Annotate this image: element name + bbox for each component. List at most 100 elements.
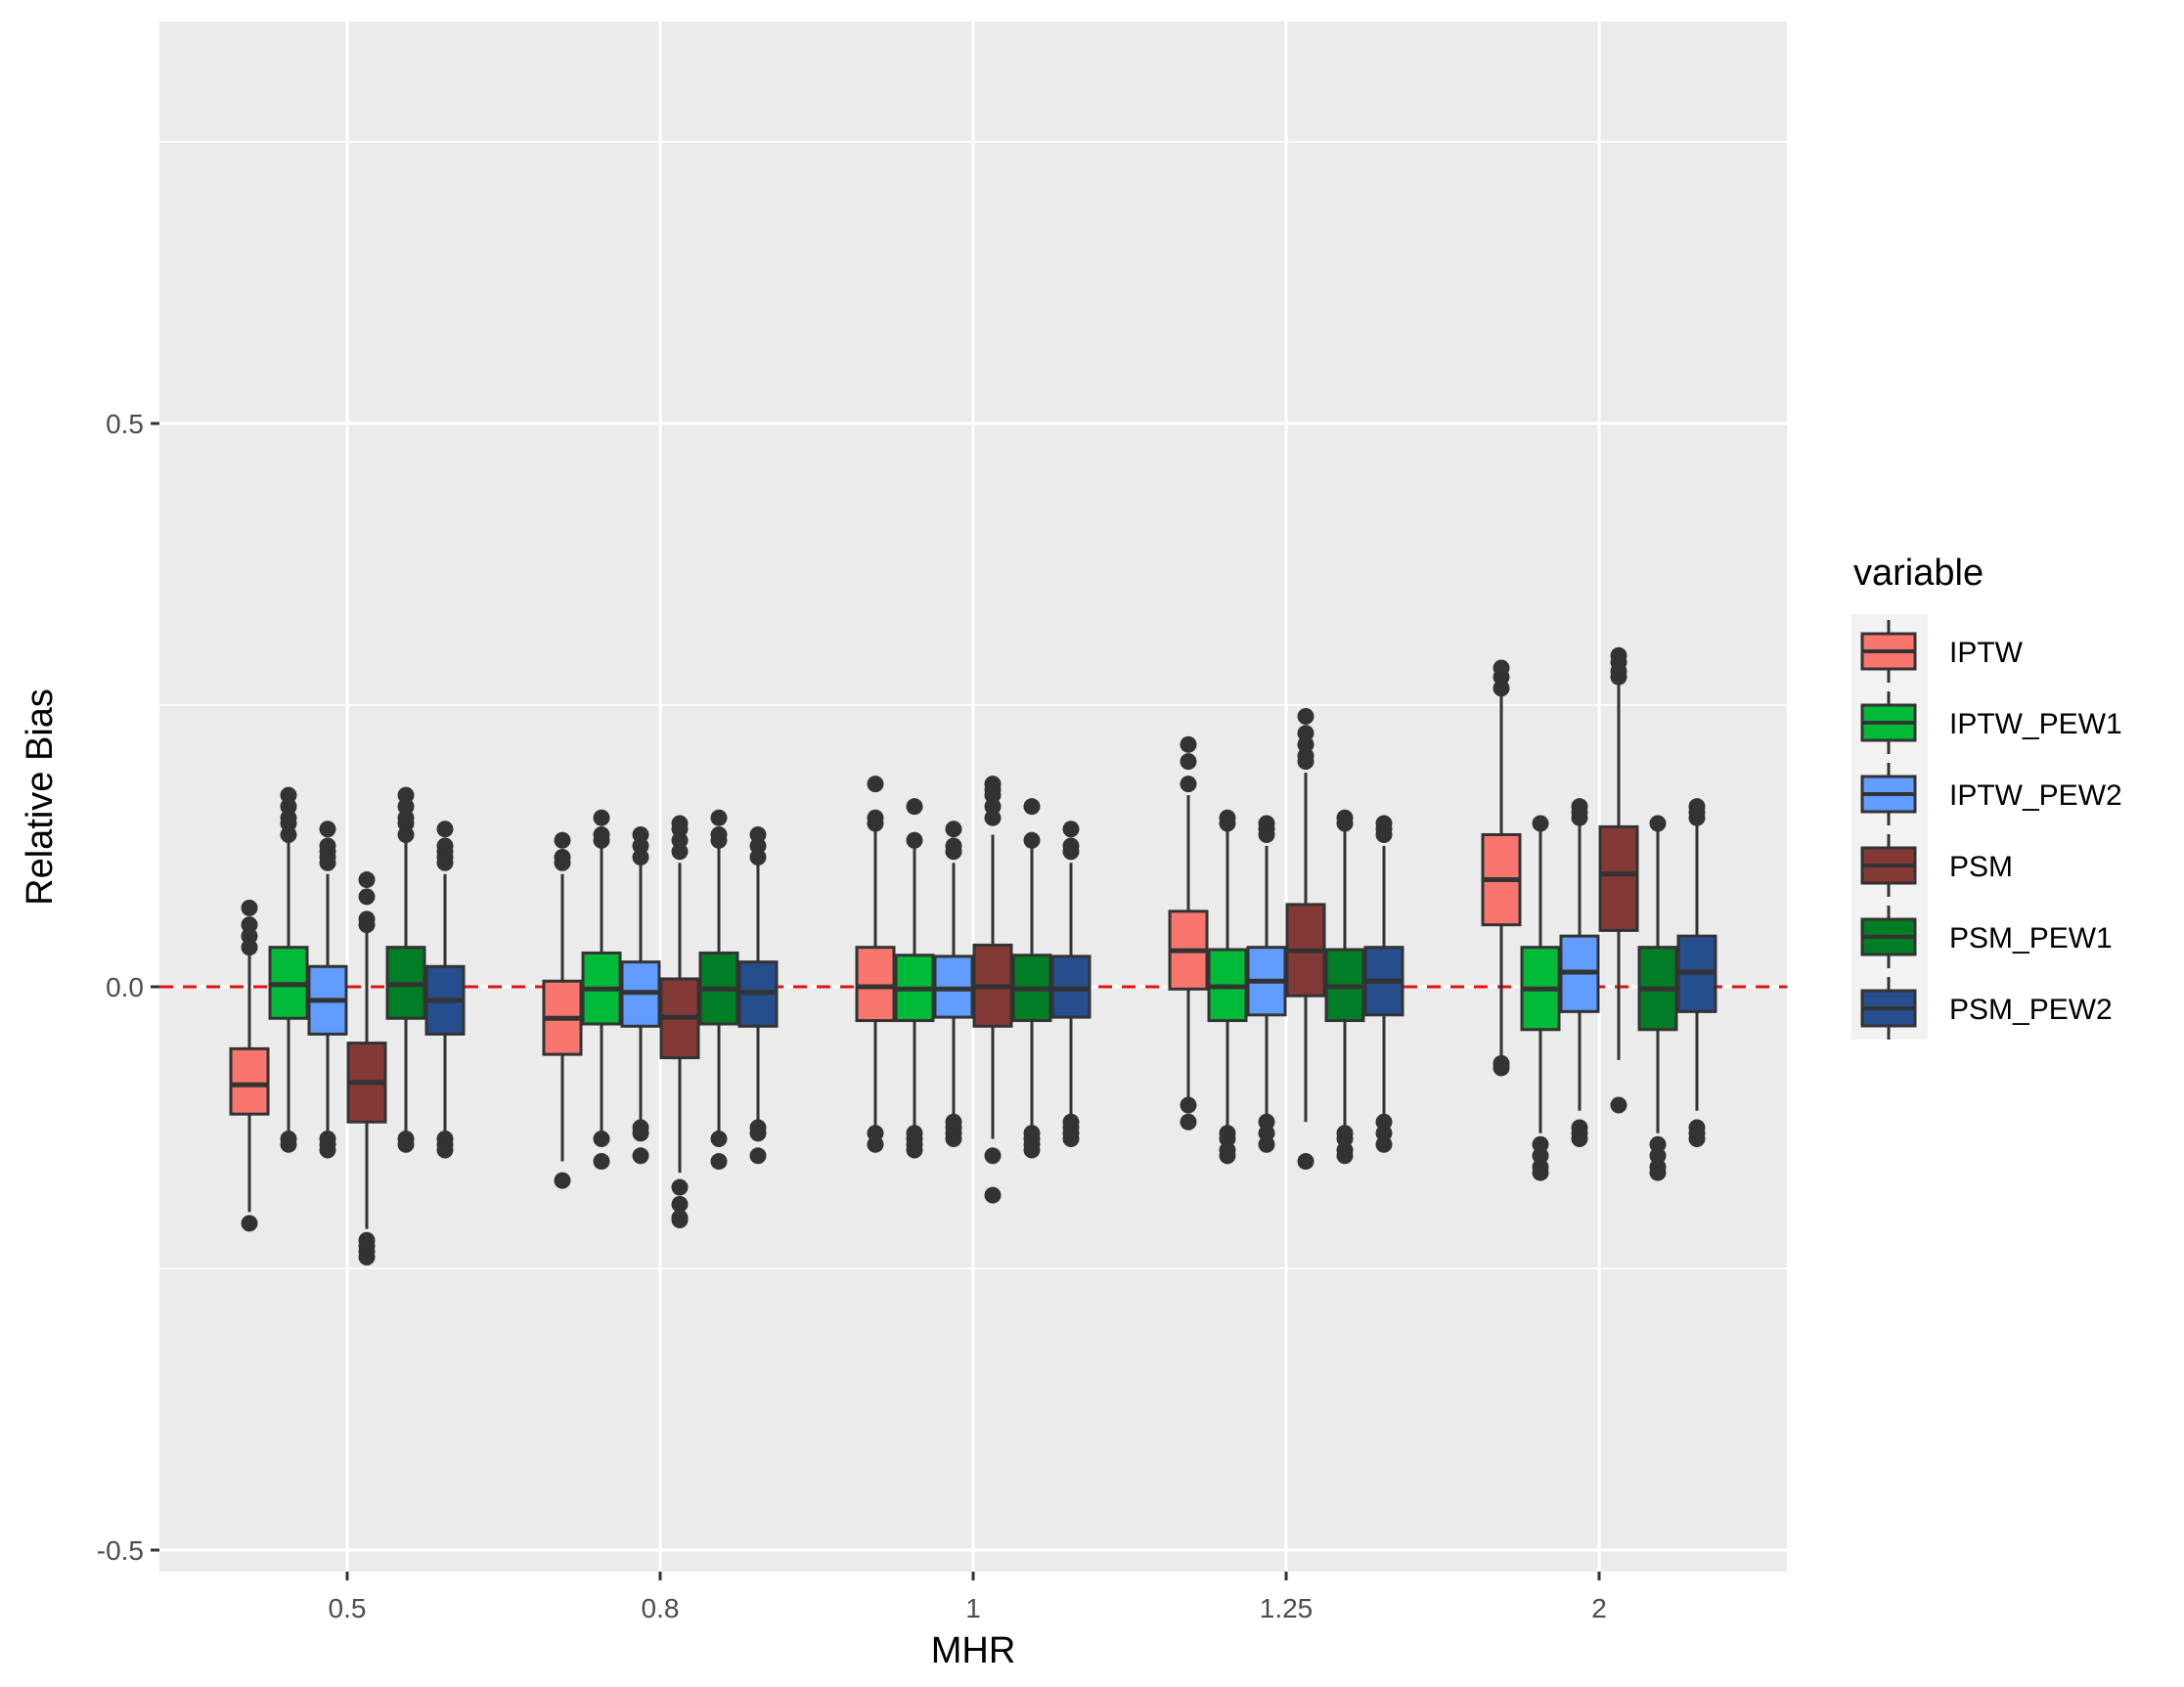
y-tick-label: 0.0 — [106, 972, 144, 1002]
box-psm-pew2-mhr-0-8 — [737, 825, 779, 1165]
outlier-point — [1258, 1135, 1275, 1153]
outlier-point — [671, 1211, 689, 1228]
outlier-point — [319, 821, 336, 838]
legend-items: IPTW IPTW_PEW1 IPTW_PEW2 PSM PSM_PEW1 PSM_PEW… — [1860, 620, 2122, 1040]
outlier-point — [436, 1141, 454, 1159]
outlier-point — [867, 776, 884, 793]
outlier-point — [1688, 798, 1706, 816]
box-iptw-mhr-1-25 — [1168, 735, 1209, 1131]
box-psm-pew2-mhr-0-5 — [424, 821, 466, 1159]
outlier-point — [436, 821, 454, 838]
outlier-point — [867, 809, 884, 826]
legend-item-iptw-pew2: IPTW_PEW2 — [1860, 763, 2122, 825]
outlier-point — [436, 837, 454, 855]
outlier-point — [1180, 735, 1197, 753]
outlier-point — [280, 786, 297, 804]
outlier-point — [593, 809, 610, 826]
outlier-point — [632, 1147, 649, 1165]
box-psm-pew1-mhr-1 — [1011, 798, 1052, 1159]
outlier-point — [1649, 1164, 1667, 1181]
outlier-point — [319, 837, 336, 855]
outlier-point — [632, 1125, 649, 1142]
outlier-point — [1258, 815, 1275, 832]
legend-label: IPTW — [1949, 637, 2024, 669]
x-tick-label: 1.25 — [1260, 1593, 1314, 1623]
outlier-point — [906, 1141, 923, 1159]
outlier-point — [1062, 1131, 1080, 1148]
box-psm-mhr-1-25 — [1285, 708, 1326, 1171]
box-iptw-mhr-0-5 — [229, 899, 270, 1232]
boxes-layer — [229, 646, 1717, 1265]
box-psm-mhr-1 — [972, 776, 1013, 1204]
outlier-point — [1571, 1131, 1588, 1148]
outlier-point — [984, 1186, 1002, 1204]
grid-lines — [159, 22, 1787, 1572]
x-tick-label: 2 — [1591, 1593, 1607, 1623]
legend-label: IPTW_PEW1 — [1949, 708, 2122, 740]
outlier-point — [358, 871, 376, 889]
outlier-point — [1023, 798, 1041, 816]
box-iptw-pew1-mhr-0-5 — [268, 786, 309, 1153]
y-axis-title: Relative Bias — [20, 688, 61, 906]
outlier-point — [1297, 725, 1315, 742]
outlier-point — [984, 776, 1002, 793]
outlier-point — [945, 821, 962, 838]
outlier-point — [1493, 659, 1510, 677]
outlier-point — [1297, 708, 1315, 726]
x-tick-label: 0.5 — [329, 1593, 367, 1623]
outlier-point — [749, 825, 767, 843]
box-psm-pew1-mhr-0-8 — [698, 809, 739, 1171]
outlier-point — [1493, 1059, 1510, 1077]
box-psm-pew1-mhr-0-5 — [385, 786, 426, 1153]
box-iptw-mhr-2 — [1481, 659, 1522, 1077]
outlier-point — [867, 1135, 884, 1153]
outlier-point — [1180, 1096, 1197, 1114]
outlier-point — [671, 1178, 689, 1196]
outlier-point — [554, 849, 571, 866]
outlier-point — [1023, 1141, 1041, 1159]
outlier-point — [358, 888, 376, 906]
outlier-point — [1062, 821, 1080, 838]
legend-item-iptw: IPTW — [1860, 620, 2024, 683]
box-psm-pew1-mhr-2 — [1637, 815, 1678, 1181]
outlier-point — [554, 1172, 571, 1189]
outlier-point — [710, 1131, 728, 1148]
legend-label: PSM_PEW2 — [1949, 994, 2113, 1026]
outlier-point — [1375, 1135, 1393, 1153]
outlier-point — [1571, 798, 1588, 816]
outlier-point — [1336, 1147, 1354, 1165]
outlier-point — [593, 825, 610, 843]
legend-item-psm-pew2: PSM_PEW2 — [1860, 977, 2113, 1040]
box-psm-mhr-0-5 — [346, 871, 387, 1265]
outlier-point — [749, 1147, 767, 1165]
box-iptw-pew1-mhr-2 — [1520, 815, 1561, 1181]
outlier-point — [593, 1131, 610, 1148]
outlier-point — [1219, 809, 1236, 826]
outlier-point — [1180, 776, 1197, 793]
box-psm-mhr-2 — [1598, 646, 1639, 1114]
box-psm-pew2-mhr-2 — [1676, 798, 1717, 1148]
outlier-point — [554, 831, 571, 849]
legend-item-psm: PSM — [1860, 834, 2013, 897]
outlier-point — [671, 815, 689, 832]
outlier-point — [1062, 837, 1080, 855]
outlier-point — [1180, 1113, 1197, 1131]
outlier-point — [1219, 1147, 1236, 1165]
box-body — [229, 1046, 270, 1116]
box-psm-mhr-0-8 — [659, 815, 700, 1228]
outlier-point — [1610, 1096, 1627, 1114]
outlier-point — [1688, 1131, 1706, 1148]
box-psm-pew1-mhr-1-25 — [1324, 809, 1365, 1165]
legend-label: PSM_PEW1 — [1949, 922, 2113, 954]
x-tick-label: 1 — [965, 1593, 981, 1623]
box-iptw-pew2-mhr-0-8 — [620, 825, 661, 1165]
outlier-point — [1649, 815, 1667, 832]
x-tick-label: 0.8 — [642, 1593, 680, 1623]
legend-key-background — [1851, 614, 1928, 1040]
outlier-point — [710, 809, 728, 826]
outlier-point — [1610, 646, 1627, 664]
y-tick-label: 0.5 — [106, 409, 144, 439]
outlier-point — [1375, 815, 1393, 832]
outlier-point — [1180, 753, 1197, 771]
